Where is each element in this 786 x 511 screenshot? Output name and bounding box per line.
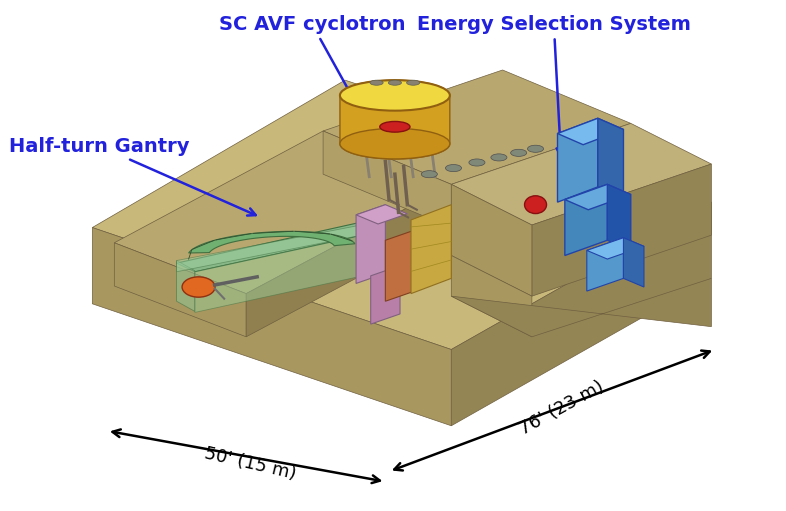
Polygon shape [451, 256, 532, 337]
Polygon shape [371, 266, 400, 324]
Polygon shape [323, 70, 631, 184]
Polygon shape [451, 278, 711, 337]
Polygon shape [565, 184, 608, 256]
Polygon shape [114, 131, 451, 294]
Ellipse shape [490, 154, 507, 161]
Polygon shape [451, 184, 532, 296]
Polygon shape [356, 205, 407, 224]
Text: SC AVF cyclotron: SC AVF cyclotron [219, 15, 406, 152]
Polygon shape [323, 131, 451, 227]
Polygon shape [195, 233, 374, 312]
Polygon shape [608, 184, 631, 250]
Polygon shape [557, 118, 598, 202]
Polygon shape [177, 222, 374, 272]
Text: Half-turn Gantry: Half-turn Gantry [9, 137, 255, 216]
Ellipse shape [370, 80, 383, 85]
Ellipse shape [340, 128, 450, 159]
Polygon shape [557, 118, 623, 145]
Ellipse shape [421, 171, 437, 178]
Ellipse shape [527, 145, 544, 152]
Polygon shape [340, 80, 450, 159]
Ellipse shape [446, 165, 461, 172]
Polygon shape [587, 238, 644, 259]
Polygon shape [177, 261, 195, 311]
Ellipse shape [182, 277, 215, 297]
Polygon shape [92, 80, 711, 350]
Polygon shape [532, 164, 711, 296]
Ellipse shape [340, 80, 450, 111]
Polygon shape [451, 123, 711, 225]
Text: 50' (15 m): 50' (15 m) [202, 445, 297, 483]
Text: 76' (23 m): 76' (23 m) [516, 377, 607, 438]
Polygon shape [385, 230, 415, 301]
Polygon shape [114, 243, 246, 337]
Ellipse shape [511, 149, 527, 156]
Polygon shape [177, 222, 374, 272]
Ellipse shape [524, 196, 546, 214]
Polygon shape [246, 184, 451, 337]
Polygon shape [451, 202, 711, 426]
Polygon shape [587, 238, 623, 291]
Ellipse shape [406, 80, 420, 85]
Ellipse shape [388, 80, 402, 85]
Polygon shape [356, 205, 385, 284]
Polygon shape [565, 184, 631, 210]
Text: Energy Selection System: Energy Selection System [417, 15, 691, 156]
Polygon shape [411, 205, 451, 294]
Polygon shape [189, 231, 355, 253]
Polygon shape [92, 227, 451, 426]
Polygon shape [598, 118, 623, 198]
Ellipse shape [380, 122, 410, 132]
Polygon shape [623, 238, 644, 287]
Ellipse shape [469, 159, 485, 166]
